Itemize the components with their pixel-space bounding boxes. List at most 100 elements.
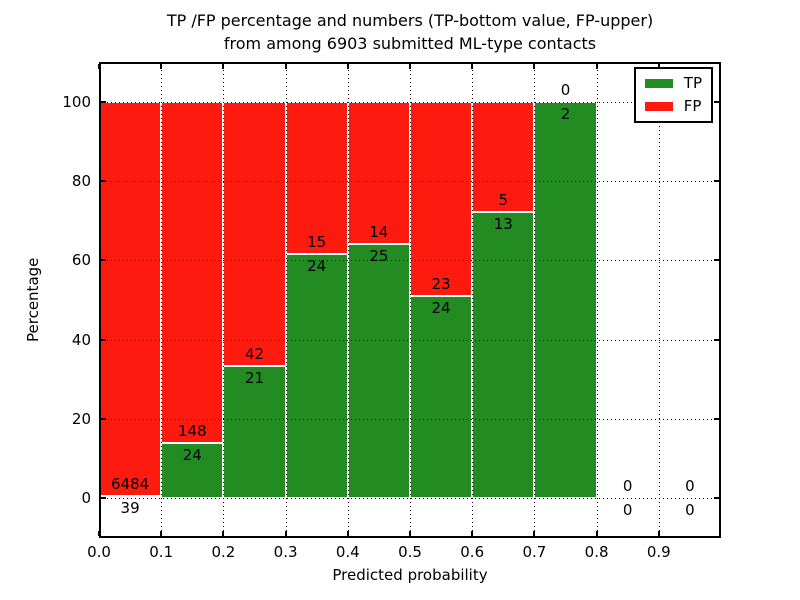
x-axis-label: Predicted probability [332, 566, 488, 584]
y-tick-mark-left [101, 418, 106, 420]
x-tick-mark-top [409, 64, 411, 69]
x-tick-mark-top [533, 64, 536, 69]
tp-count-label: 24 [431, 298, 451, 317]
y-tick-label: 80 [71, 172, 91, 190]
fp-legend-swatch [644, 102, 673, 111]
tp-count-label: 39 [120, 498, 140, 517]
x-tick-mark-top [222, 64, 225, 69]
x-tick-label: 0.1 [149, 543, 174, 561]
x-tick-label: 0.7 [522, 543, 547, 561]
tp-count-label: 13 [493, 214, 513, 233]
fp-count-label: 23 [431, 274, 451, 293]
tp-legend-swatch [644, 79, 673, 88]
x-tick-label: 0.3 [273, 543, 298, 561]
x-tick-mark-top [471, 64, 474, 69]
x-tick-mark-top [657, 64, 660, 69]
y-tick-label: 20 [71, 410, 91, 428]
x-tick-mark-bottom [471, 531, 474, 536]
y-tick-label: 0 [81, 489, 91, 508]
y-tick-mark-left [101, 100, 106, 103]
legend: TP FP [633, 67, 713, 123]
x-tick-mark-top [346, 64, 349, 69]
y-tick-label: 60 [71, 251, 91, 270]
x-tick-mark-bottom [346, 531, 349, 536]
y-tick-mark-left [101, 259, 106, 262]
bar-segment-fp [161, 101, 224, 443]
gridline-vertical [596, 62, 598, 538]
bar-segment-tp [534, 101, 597, 499]
fp-count-label: 42 [244, 345, 265, 364]
x-tick-mark-bottom [595, 531, 598, 536]
y-tick-mark-right [714, 418, 719, 420]
fp-count-label: 5 [498, 190, 509, 209]
x-tick-mark-bottom [657, 531, 660, 536]
gridline-vertical [161, 62, 163, 538]
fp-count-label: 0 [560, 80, 571, 99]
tp-count-label: 24 [307, 257, 327, 276]
bar-segment-fp [410, 101, 473, 296]
chart-title-line2: from among 6903 submitted ML-type contac… [223, 34, 597, 53]
y-axis-label: Percentage [24, 257, 42, 343]
fp-count-label: 14 [369, 223, 389, 242]
legend-row-tp: TP [644, 74, 702, 92]
tp-count-label: 21 [244, 369, 265, 388]
bar-segment-fp [472, 101, 535, 212]
gridline-vertical [534, 62, 536, 538]
bar-segment-fp [223, 101, 286, 367]
legend-row-fp: FP [644, 97, 702, 115]
x-tick-mark-top [160, 64, 163, 69]
bar-segment-tp [223, 366, 286, 499]
x-tick-label: 0.4 [335, 543, 360, 561]
plot-area: 6484 39 148 24 42 21 15 24 14 25 23 24 5 13 0 2 0 0 0 0 TP … [98, 62, 721, 538]
bar-segment-fp [347, 101, 410, 245]
x-tick-mark-bottom [409, 531, 411, 536]
tp-count-label: 24 [182, 445, 202, 464]
y-tick-mark-right [714, 259, 719, 262]
bar-segment-tp [285, 254, 348, 499]
y-tick-mark-right [714, 338, 719, 341]
tp-count-label: 25 [369, 247, 389, 266]
y-tick-label: 100 [62, 92, 91, 111]
bar-segment-fp [99, 101, 162, 496]
fp-count-label: 6484 [111, 474, 150, 493]
x-tick-mark-bottom [98, 531, 100, 536]
gridline-vertical [285, 62, 287, 538]
fp-count-label: 0 [685, 477, 695, 496]
x-tick-label: 0.6 [460, 543, 485, 561]
chart-title: TP /FP percentage and numbers (TP-bottom… [99, 9, 721, 55]
x-tick-mark-bottom [533, 531, 536, 536]
y-tick-mark-left [101, 180, 106, 182]
x-tick-label: 0.2 [211, 543, 236, 561]
gridline-vertical [410, 62, 411, 538]
tp-legend-label: TP [683, 74, 702, 92]
x-tick-label: 0.9 [646, 543, 671, 561]
x-tick-label: 0.8 [584, 543, 609, 561]
fp-count-label: 15 [307, 233, 327, 252]
gridline-vertical [223, 62, 225, 538]
x-tick-label: 0.0 [87, 543, 111, 561]
bar-segment-tp [472, 211, 535, 499]
fp-legend-label: FP [683, 97, 702, 115]
x-tick-label: 0.5 [398, 543, 422, 561]
tp-count-label: 2 [560, 104, 571, 123]
x-tick-mark-top [98, 64, 100, 69]
chart-title-line1: TP /FP percentage and numbers (TP-bottom… [166, 11, 654, 30]
fp-count-label: 148 [177, 421, 207, 440]
y-tick-label: 40 [71, 330, 91, 349]
y-tick-mark-right [714, 180, 719, 182]
gridline-vertical [658, 62, 660, 538]
x-tick-mark-top [595, 64, 598, 69]
y-tick-mark-left [101, 497, 106, 500]
x-tick-mark-bottom [222, 531, 225, 536]
bar-segment-fp [285, 101, 348, 255]
fp-count-label: 0 [622, 477, 633, 496]
tp-count-label: 0 [685, 501, 695, 520]
gridline-vertical [472, 62, 474, 538]
bar-segment-tp [347, 244, 410, 499]
tp-count-label: 0 [622, 501, 633, 520]
bar-segment-tp [410, 295, 473, 499]
x-tick-mark-bottom [284, 531, 287, 536]
y-tick-mark-right [714, 497, 719, 500]
gridline-vertical [347, 62, 349, 538]
